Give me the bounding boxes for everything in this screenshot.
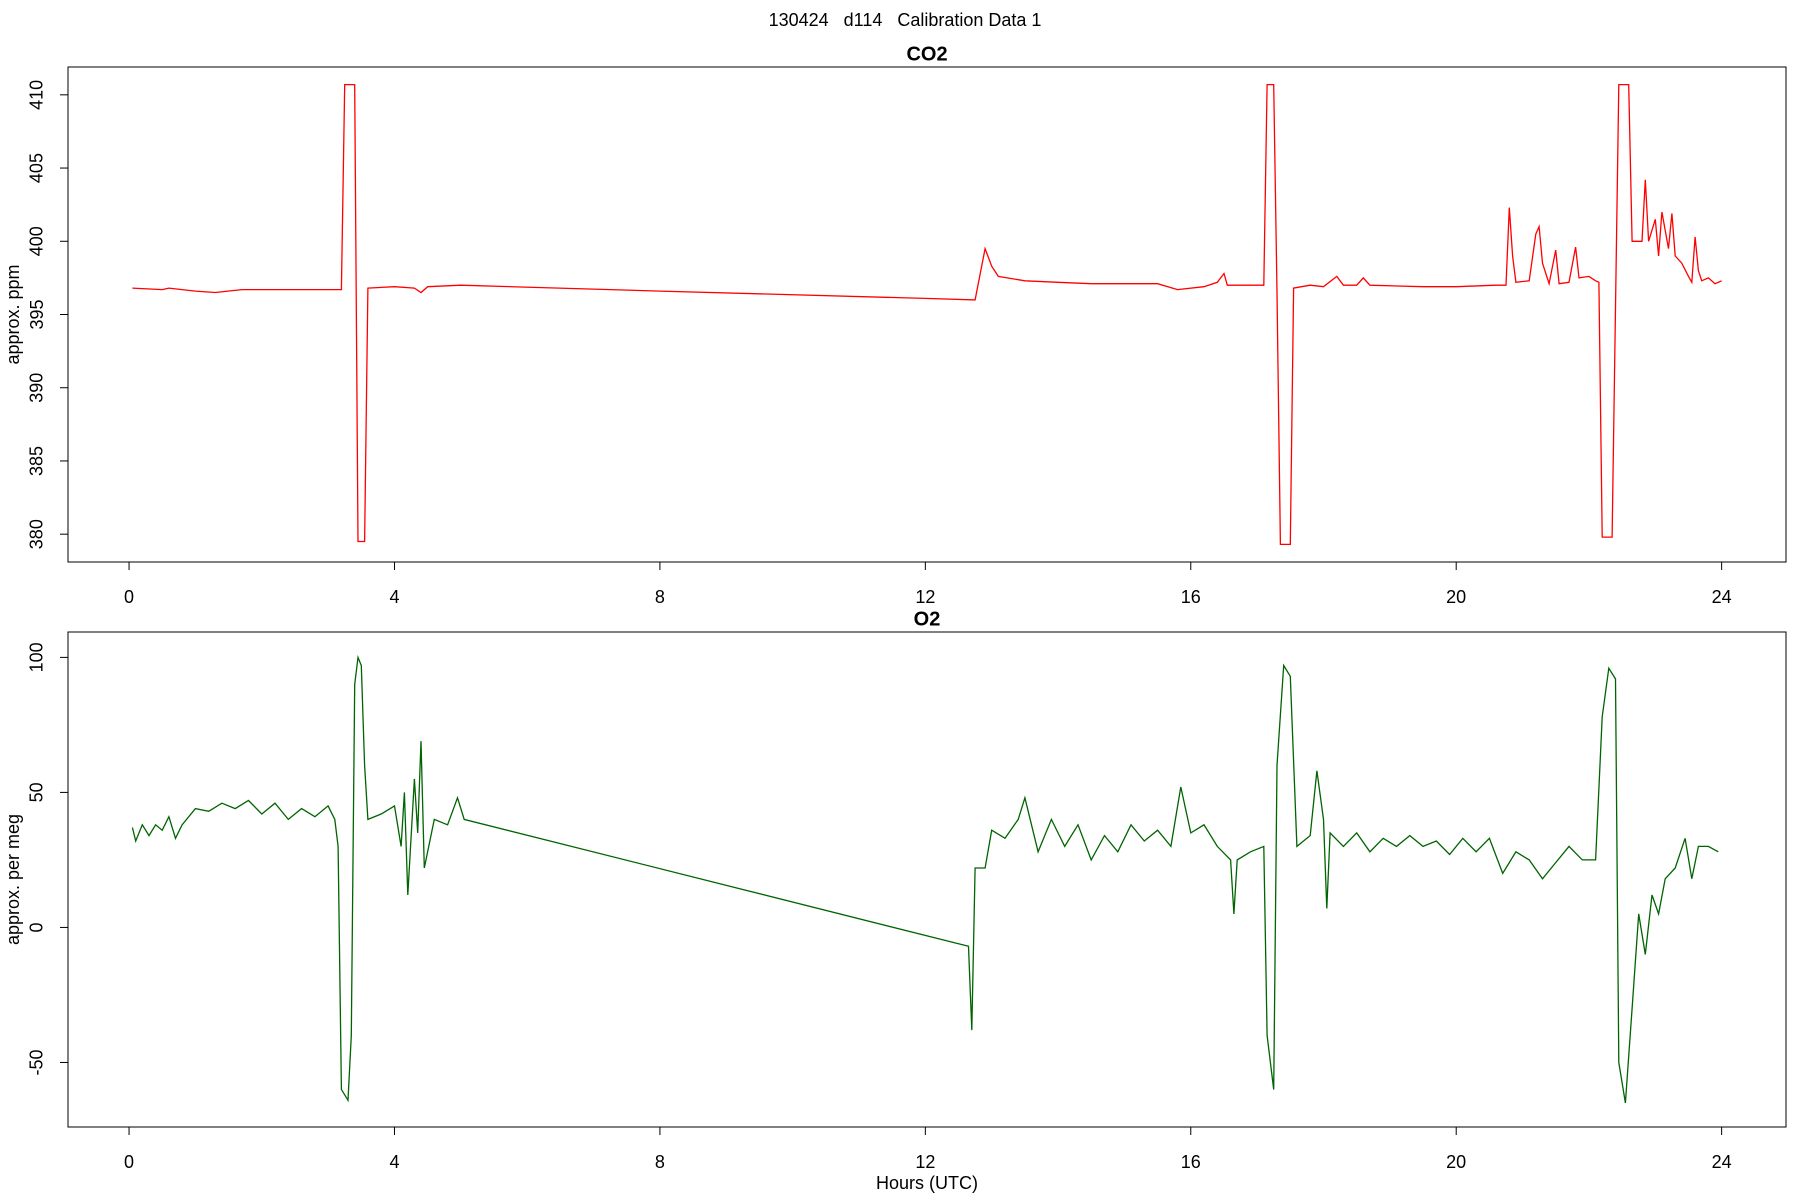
y-tick-label: 405 [27,153,47,183]
y-tick-label: 410 [27,80,47,110]
x-tick-label: 0 [124,587,134,607]
y-tick-label: 385 [27,446,47,476]
figure-title: 130424 d114 Calibration Data 1 [769,10,1042,30]
plot-frame [67,66,1787,563]
x-tick-label: 24 [1712,1152,1732,1172]
x-tick-label: 16 [1181,1152,1201,1172]
x-tick-label: 20 [1446,1152,1466,1172]
chart-title: CO2 [906,43,947,65]
y-tick-label: 380 [27,519,47,549]
y-tick-label: 390 [27,373,47,403]
y-tick-label: 0 [27,922,47,932]
chart-title: O2 [914,608,941,630]
y-axis-label: approx. per meg [3,814,23,945]
y-tick-label: 100 [27,642,47,672]
x-tick-label: 16 [1181,587,1201,607]
x-tick-label: 12 [915,587,935,607]
x-tick-label: 4 [389,1152,399,1172]
y-tick-label: -50 [27,1049,47,1075]
y-tick-label: 50 [27,782,47,802]
y-tick-label: 395 [27,299,47,329]
data-line [131,654,1719,1104]
data-line [132,83,1722,546]
x-tick-label: 0 [124,1152,134,1172]
x-axis-label: Hours (UTC) [876,1173,978,1193]
y-tick-label: 400 [27,226,47,256]
x-tick-label: 20 [1446,587,1466,607]
y-axis-label: approx. ppm [3,264,23,364]
x-tick-label: 8 [655,587,665,607]
x-tick-label: 24 [1712,587,1732,607]
x-tick-label: 8 [655,1152,665,1172]
x-tick-label: 12 [915,1152,935,1172]
plot-frame [67,631,1787,1128]
x-tick-label: 4 [389,587,399,607]
